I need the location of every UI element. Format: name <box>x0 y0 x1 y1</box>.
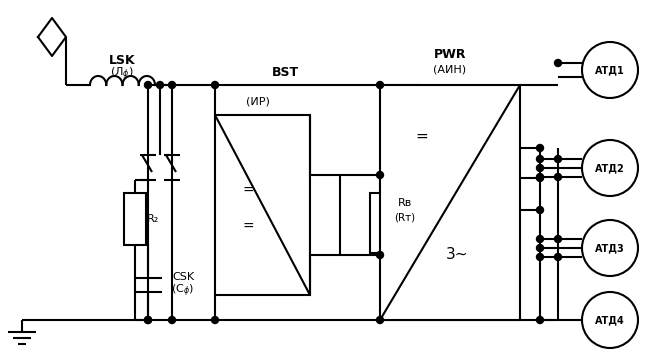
Text: =: = <box>242 184 254 198</box>
Bar <box>380 85 520 320</box>
Text: АТД4: АТД4 <box>595 315 625 325</box>
Circle shape <box>536 206 543 214</box>
Text: PWR: PWR <box>434 48 466 62</box>
Text: (Л$_\phi$): (Л$_\phi$) <box>110 66 134 82</box>
Text: АТД1: АТД1 <box>595 65 625 75</box>
Bar <box>370 193 390 253</box>
Text: R₂: R₂ <box>147 214 159 224</box>
Text: АТД3: АТД3 <box>595 243 625 253</box>
Circle shape <box>536 316 543 324</box>
Circle shape <box>211 82 218 89</box>
Text: =: = <box>415 129 428 144</box>
Text: =: = <box>242 220 254 234</box>
Circle shape <box>536 236 543 242</box>
Circle shape <box>536 173 543 180</box>
Text: (Rт): (Rт) <box>395 213 415 223</box>
Text: 3~: 3~ <box>446 247 468 262</box>
Text: (ИР): (ИР) <box>246 96 270 106</box>
Circle shape <box>376 316 384 324</box>
Bar <box>310 175 340 255</box>
Circle shape <box>168 316 176 324</box>
Circle shape <box>536 156 543 162</box>
Bar <box>215 115 310 295</box>
Circle shape <box>554 253 562 261</box>
Circle shape <box>376 172 384 178</box>
Circle shape <box>536 245 543 251</box>
Circle shape <box>582 140 638 196</box>
Circle shape <box>536 253 543 261</box>
Text: CSK: CSK <box>172 272 194 282</box>
Text: BST: BST <box>272 66 298 79</box>
Circle shape <box>582 292 638 348</box>
Circle shape <box>144 82 151 89</box>
Text: LSK: LSK <box>109 53 135 67</box>
Circle shape <box>376 251 384 258</box>
Circle shape <box>157 82 164 89</box>
Text: (С$_\phi$): (С$_\phi$) <box>172 283 194 299</box>
Circle shape <box>376 82 384 89</box>
Circle shape <box>554 59 562 67</box>
Circle shape <box>554 156 562 162</box>
Bar <box>124 193 146 245</box>
Text: (АИН): (АИН) <box>434 64 467 74</box>
Circle shape <box>536 145 543 152</box>
Text: Rв: Rв <box>398 198 412 208</box>
Circle shape <box>144 316 151 324</box>
Circle shape <box>582 42 638 98</box>
Circle shape <box>582 220 638 276</box>
Circle shape <box>554 173 562 180</box>
Circle shape <box>536 174 543 182</box>
Circle shape <box>554 236 562 242</box>
Circle shape <box>168 82 176 89</box>
Circle shape <box>144 316 151 324</box>
Circle shape <box>211 316 218 324</box>
Circle shape <box>536 164 543 172</box>
Text: АТД2: АТД2 <box>595 163 625 173</box>
